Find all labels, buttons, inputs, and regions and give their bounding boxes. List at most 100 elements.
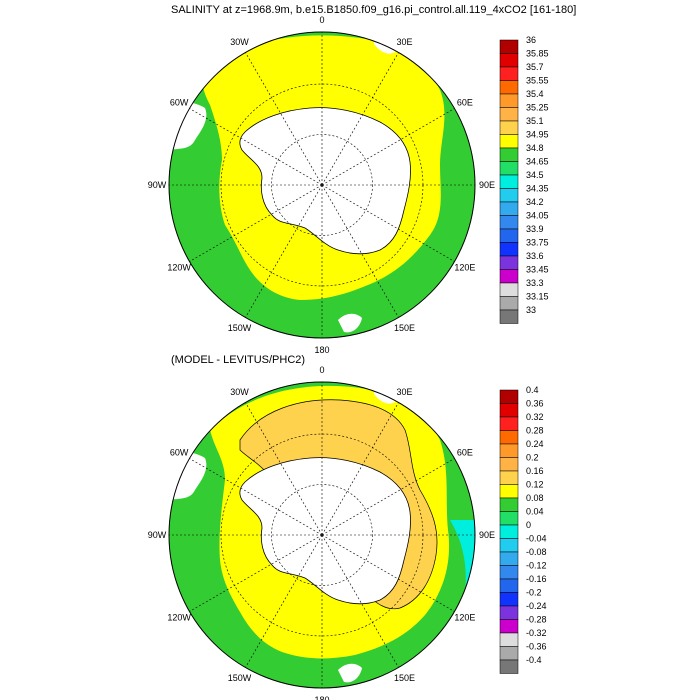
top-graticule xyxy=(169,32,475,338)
bottom-colorbar-label: 0.08 xyxy=(526,493,544,503)
bottom-colorbar-label: 0.16 xyxy=(526,466,544,476)
bottom-colorbar-label: -0.32 xyxy=(526,628,547,638)
top-colorbar-label: 34.35 xyxy=(526,184,549,194)
bottom-lon-label: 180 xyxy=(314,695,329,700)
top-colorbar-label: 34.2 xyxy=(526,197,544,207)
top-colorbar-label: 35.55 xyxy=(526,76,549,86)
top-land-antarctica xyxy=(239,107,411,255)
bottom-colorbar-label: -0.36 xyxy=(526,642,547,652)
top-colorbar-label: 34.65 xyxy=(526,157,549,167)
bottom-colorbar-swatch xyxy=(499,551,519,566)
bottom-colorbar-label: -0.12 xyxy=(526,561,547,571)
bottom-meridian-line xyxy=(189,534,323,612)
bottom-colorbar-swatch xyxy=(499,470,519,485)
top-meridian-line xyxy=(245,184,323,318)
bottom-colorbar-swatch xyxy=(499,565,519,580)
bottom-colorbar-swatch xyxy=(499,659,519,674)
bottom-colorbar-swatch xyxy=(499,578,519,593)
top-lon-label: 60W xyxy=(170,98,189,108)
top-colorbar-swatch xyxy=(499,228,519,243)
bottom-latitude-circle-1 xyxy=(271,484,373,586)
bottom-longitude-labels: 0 30E 60E 90E 120E 150E 180 150W 120W 90W 60W 30W xyxy=(148,365,495,700)
top-colorbar-label: 35.25 xyxy=(526,103,549,113)
bottom-land-antarctica xyxy=(239,457,411,605)
top-colorbar-swatch xyxy=(499,282,519,297)
top-meridian-line xyxy=(321,184,399,318)
bottom-lon-label: 60W xyxy=(170,448,189,458)
bottom-lon-label: 120E xyxy=(454,613,475,623)
bottom-colorbar-label: -0.08 xyxy=(526,547,547,557)
bottom-colorbar-swatch xyxy=(499,416,519,431)
top-colorbar-swatch xyxy=(499,93,519,108)
bottom-colorbar-label: 0.04 xyxy=(526,507,544,517)
bottom-colorbar-swatch xyxy=(499,430,519,445)
top-polar-map: 0 30E 60E 90E 120E 150E 180 150W 120W 90W 60W 30W xyxy=(148,15,495,355)
bottom-colorbar-label: 0.24 xyxy=(526,439,544,449)
top-colorbar-swatch xyxy=(499,147,519,162)
top-lon-label: 180 xyxy=(314,345,329,355)
top-meridian-line xyxy=(189,184,323,262)
bottom-colorbar-label: -0.16 xyxy=(526,574,547,584)
top-colorbar-label: 34.05 xyxy=(526,211,549,221)
top-colorbar: 36 35.85 35.7 35.55 35.4 35.25 35.1 34.95 34.8 34… xyxy=(499,35,549,324)
top-colorbar-swatch xyxy=(499,53,519,68)
bottom-colorbar-swatch xyxy=(499,605,519,620)
bottom-colorbar-swatch xyxy=(499,646,519,661)
top-colorbar-swatch xyxy=(499,66,519,81)
bottom-colorbar-swatch xyxy=(499,511,519,526)
top-colorbar-swatch xyxy=(499,215,519,230)
top-colorbar-label: 35.7 xyxy=(526,62,544,72)
top-colorbar-label: 33.45 xyxy=(526,265,549,275)
bottom-lon-label: 90W xyxy=(148,530,167,540)
top-colorbar-label: 33.3 xyxy=(526,278,544,288)
top-colorbar-swatch xyxy=(499,255,519,270)
bottom-colorbar-swatch xyxy=(499,524,519,539)
bottom-colorbar-swatch xyxy=(499,538,519,553)
top-colorbar-swatch xyxy=(499,120,519,135)
top-longitude-labels: 0 30E 60E 90E 120E 150E 180 150W 120W 90W 60W 30W xyxy=(148,15,495,355)
bottom-colorbar-swatch xyxy=(499,632,519,647)
bottom-meridian-line xyxy=(245,534,323,668)
top-meridian-line xyxy=(321,108,455,186)
bottom-colorbar-swatch xyxy=(499,457,519,472)
bottom-colorbar-swatch xyxy=(499,443,519,458)
top-colorbar-swatch xyxy=(499,39,519,54)
bottom-colorbar-label: 0.36 xyxy=(526,399,544,409)
bottom-lon-label: 30E xyxy=(396,387,412,397)
bottom-colorbar-swatch xyxy=(499,403,519,418)
top-colorbar-label: 35.85 xyxy=(526,49,549,59)
bottom-lon-label: 0 xyxy=(319,365,324,375)
top-colorbar-swatch xyxy=(499,174,519,189)
top-panel-title: SALINITY at z=1968.9m, b.e15.B1850.f09_g… xyxy=(171,4,577,16)
top-colorbar-swatch xyxy=(499,107,519,122)
bottom-colorbar-swatch xyxy=(499,497,519,512)
top-meridian-line xyxy=(189,108,323,186)
top-lon-label: 120W xyxy=(167,263,191,273)
bottom-lon-label: 150W xyxy=(228,673,252,683)
top-colorbar-label: 34.95 xyxy=(526,130,549,140)
bottom-colorbar-label: -0.04 xyxy=(526,534,547,544)
bottom-meridian-line xyxy=(321,402,399,536)
top-lon-label: 30E xyxy=(396,37,412,47)
top-latitude-circle-1 xyxy=(271,134,373,236)
top-colorbar-label: 33 xyxy=(526,305,536,315)
top-colorbar-swatch xyxy=(499,201,519,216)
bottom-colorbar-label: 0.2 xyxy=(526,453,539,463)
bottom-lon-label: 90E xyxy=(479,530,495,540)
bottom-land-new-zealand xyxy=(338,663,362,683)
top-colorbar-swatch xyxy=(499,188,519,203)
top-colorbar-swatch xyxy=(499,242,519,257)
bottom-graticule xyxy=(169,382,475,688)
top-meridian-line xyxy=(321,184,455,262)
top-colorbar-label: 34.8 xyxy=(526,143,544,153)
top-colorbar-label: 33.6 xyxy=(526,251,544,261)
top-colorbar-swatch xyxy=(499,134,519,149)
top-colorbar-label: 33.15 xyxy=(526,292,549,302)
bottom-colorbar: 0.4 0.36 0.32 0.28 0.24 0.2 0.16 0.12 0.08 0.04 0 -… xyxy=(499,385,547,674)
bottom-meridian-line xyxy=(245,402,323,536)
bottom-colorbar-swatch xyxy=(499,389,519,404)
bottom-colorbar-swatch xyxy=(499,484,519,499)
bottom-meridian-line xyxy=(321,534,455,612)
top-colorbar-label: 35.4 xyxy=(526,89,544,99)
